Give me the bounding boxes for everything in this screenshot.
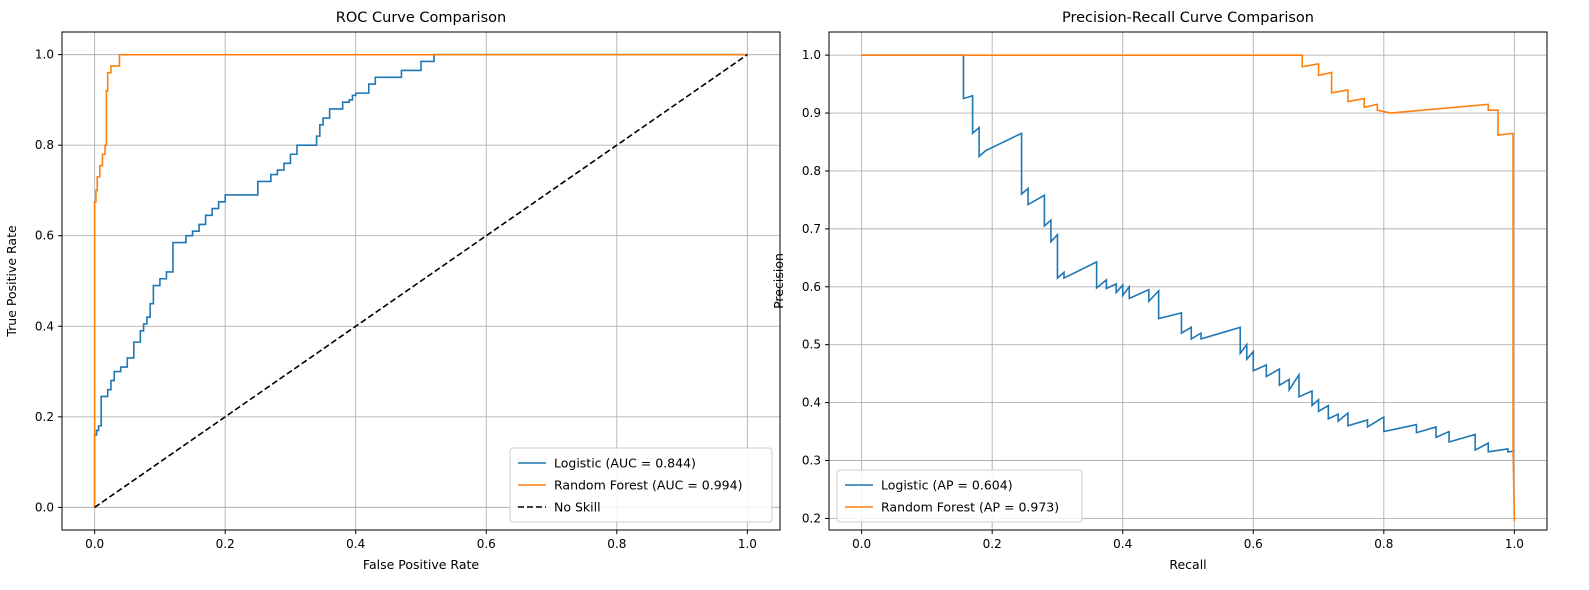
roc-series-line-random <box>93 53 748 508</box>
x-axis-label: False Positive Rate <box>363 557 479 572</box>
y-axis-label: True Positive Rate <box>4 225 19 338</box>
y-tick-label: 0.6 <box>35 229 54 243</box>
x-tick-label: 1.0 <box>1505 537 1524 551</box>
x-tick-label: 0.6 <box>1244 537 1263 551</box>
axes-frame <box>828 31 1548 531</box>
y-tick-label: 0.3 <box>802 454 821 468</box>
legend: Logistic (AP = 0.604) Random Forest (AP =… <box>836 469 1083 523</box>
x-tick-label: 0.4 <box>346 537 365 551</box>
legend-entry-label: Logistic (AUC = 0.844) <box>554 456 696 471</box>
roc-chart-panel: 0.0 0.2 0.4 0.6 0.8 1.0 0.0 0.2 0.4 0.6 0.8 1.0 ROC … <box>4 10 781 572</box>
x-tick-label: 0.2 <box>216 537 235 551</box>
pr-chart-panel: 0.0 0.2 0.4 0.6 0.8 1.0 0.2 0.3 0.4 0.5 0.6 0.7 0.8 0… <box>771 10 1548 572</box>
x-tick-label: 0.4 <box>1113 537 1132 551</box>
y-axis-label: Precision <box>771 253 786 309</box>
y-tick-label: 0.9 <box>802 106 821 120</box>
legend-box <box>509 447 773 523</box>
legend-entry-label: Random Forest (AP = 0.973) <box>881 500 1059 515</box>
legend: Logistic (AUC = 0.844) Random Forest (AUC… <box>509 447 773 523</box>
x-tick-label: 0.0 <box>852 537 871 551</box>
y-tick-label: 0.5 <box>802 338 821 352</box>
x-tick-label: 0.2 <box>983 537 1002 551</box>
legend-box <box>836 469 1083 523</box>
x-tick-label: 0.8 <box>1374 537 1393 551</box>
y-tick-label: 0.4 <box>802 396 821 410</box>
y-tick-label: 0.2 <box>802 511 821 525</box>
chart-title: ROC Curve Comparison <box>336 10 506 26</box>
pr-series-group <box>861 54 1516 522</box>
legend-entry-label: Logistic (AP = 0.604) <box>881 478 1013 493</box>
roc-series-line-no <box>94 53 748 509</box>
legend-entry-label: Random Forest (AUC = 0.994) <box>554 478 742 493</box>
x-tick-label: 0.0 <box>85 537 104 551</box>
pr-series-line-random <box>861 54 1516 522</box>
x-tick-label: 0.6 <box>477 537 496 551</box>
chart-title: Precision-Recall Curve Comparison <box>1062 10 1314 26</box>
pr-series-line-logistic <box>861 54 1515 453</box>
y-tick-label: 0.8 <box>802 164 821 178</box>
y-tick-label: 1.0 <box>802 48 821 62</box>
x-tick-label: 0.8 <box>607 537 626 551</box>
roc-series-group <box>93 53 748 509</box>
axes-frame <box>61 31 781 531</box>
roc-series-line-logistic <box>93 53 748 508</box>
legend-entry-label: No Skill <box>554 500 601 515</box>
y-tick-label: 0.2 <box>35 410 54 424</box>
y-tick-label: 0.8 <box>35 138 54 152</box>
x-tick-label: 1.0 <box>738 537 757 551</box>
y-tick-label: 0.6 <box>802 280 821 294</box>
y-tick-label: 1.0 <box>35 48 54 62</box>
y-tick-label: 0.7 <box>802 222 821 236</box>
y-tick-label: 0.4 <box>35 319 54 333</box>
x-axis-label: Recall <box>1169 557 1206 572</box>
y-tick-label: 0.0 <box>35 500 54 514</box>
